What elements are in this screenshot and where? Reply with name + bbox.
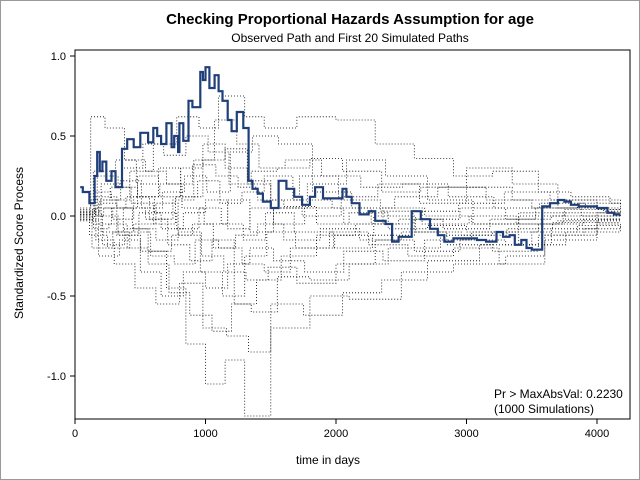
- x-axis-label: time in days: [296, 453, 360, 467]
- simulated-path-12: [80, 214, 621, 252]
- simulated-path-5: [80, 215, 621, 353]
- plot-area-border: [74, 49, 631, 420]
- annotation-simulations: (1000 Simulations): [494, 402, 594, 416]
- simulated-path-10: [80, 135, 621, 214]
- simulated-path-9: [80, 207, 621, 284]
- y-tick-label: 0.5: [51, 131, 66, 143]
- simulated-path-16: [80, 207, 621, 305]
- simulated-path-13: [80, 148, 621, 212]
- simulated-path-6: [80, 135, 621, 212]
- x-tick-label: 0: [72, 428, 78, 440]
- simulated-path-17: [80, 143, 621, 225]
- y-axis-label: Standardized Score Process: [12, 167, 26, 319]
- simulated-path-11: [80, 196, 621, 249]
- simulated-path-1: [80, 95, 621, 214]
- x-axis: 0 1000 2000 3000 4000: [72, 419, 609, 440]
- chart-title: Checking Proportional Hazards Assumption…: [166, 11, 534, 28]
- x-tick-label: 1000: [193, 428, 217, 440]
- simulated-paths: [80, 95, 621, 417]
- observed-path: [80, 66, 621, 251]
- x-tick-label: 4000: [585, 428, 609, 440]
- simulated-path-15: [80, 175, 621, 225]
- y-tick-label: 0.0: [51, 211, 66, 223]
- simulated-path-20: [80, 199, 621, 236]
- observed-path-line: [80, 66, 621, 251]
- simulated-path-19: [80, 119, 621, 220]
- y-axis: 1.0 0.5 0.0 -0.5 -1.0: [47, 51, 75, 383]
- simulated-path-2: [80, 215, 621, 332]
- chart-subtitle: Observed Path and First 20 Simulated Pat…: [231, 31, 469, 45]
- x-tick-label: 3000: [454, 428, 478, 440]
- simulated-path-8: [80, 159, 621, 233]
- y-tick-label: -1.0: [47, 371, 66, 383]
- simulated-path-18: [80, 202, 621, 297]
- y-tick-label: -0.5: [47, 291, 66, 303]
- x-tick-label: 2000: [324, 428, 348, 440]
- y-tick-label: 1.0: [51, 51, 66, 63]
- annotation-pvalue: Pr > MaxAbsVal: 0.2230: [494, 387, 623, 401]
- simulated-path-14: [80, 220, 621, 297]
- simulated-path-7: [80, 218, 621, 273]
- simulated-path-3: [80, 202, 621, 417]
